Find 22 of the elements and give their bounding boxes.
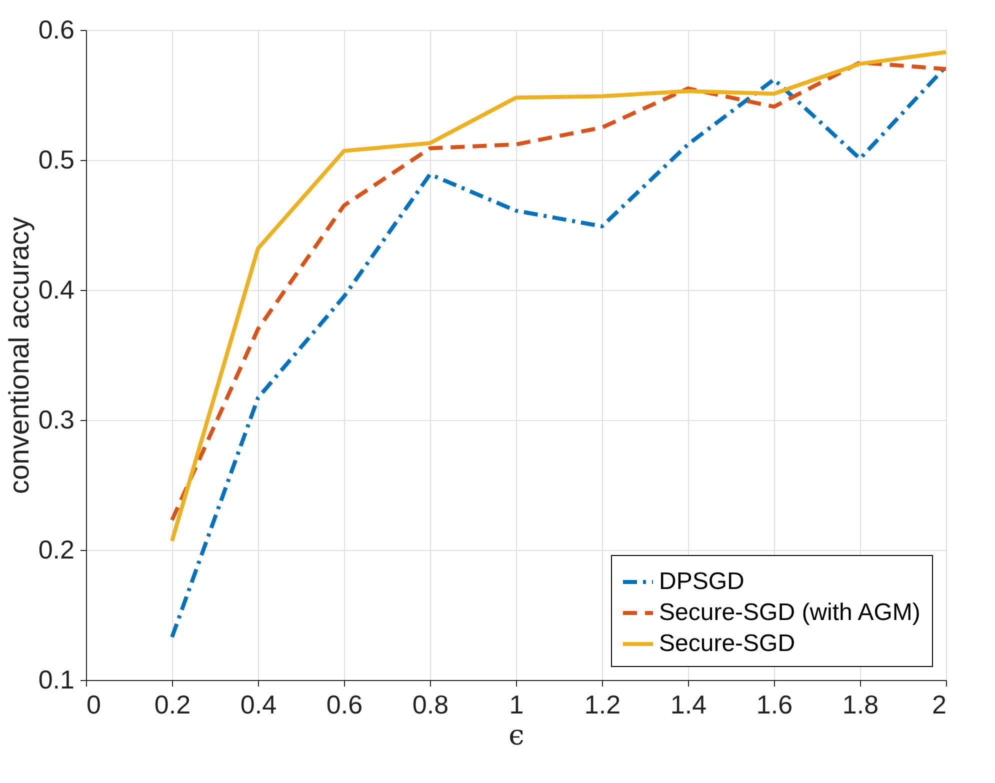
- x-tick-label: 0.8: [412, 690, 449, 720]
- x-axis-title: ϵ: [508, 718, 524, 752]
- x-tick-label: 0.2: [154, 690, 191, 720]
- x-tick-label: 0.4: [240, 690, 277, 720]
- y-tick-label: 0.1: [38, 664, 74, 694]
- x-tick-label: 0.6: [326, 690, 363, 720]
- y-axis-title: conventional accuracy: [3, 216, 34, 494]
- legend-label: Secure-SGD (with AGM): [659, 599, 920, 626]
- x-tick-label: 0: [86, 690, 101, 720]
- legend-label: Secure-SGD: [659, 630, 796, 657]
- y-tick-label: 0.2: [38, 534, 74, 564]
- y-tick-label: 0.4: [38, 274, 74, 304]
- y-tick-label: 0.6: [38, 14, 74, 44]
- x-tick-label: 1.6: [756, 690, 793, 720]
- x-tick-label: 1.4: [670, 690, 707, 720]
- y-tick-label: 0.5: [38, 144, 74, 174]
- x-tick-label: 1.8: [842, 690, 879, 720]
- legend-label: DPSGD: [659, 568, 744, 595]
- x-tick-label: 1.2: [584, 690, 621, 720]
- y-tick-label: 0.3: [38, 404, 74, 434]
- x-tick-label: 2: [932, 690, 946, 720]
- x-tick-label: 1: [509, 690, 524, 720]
